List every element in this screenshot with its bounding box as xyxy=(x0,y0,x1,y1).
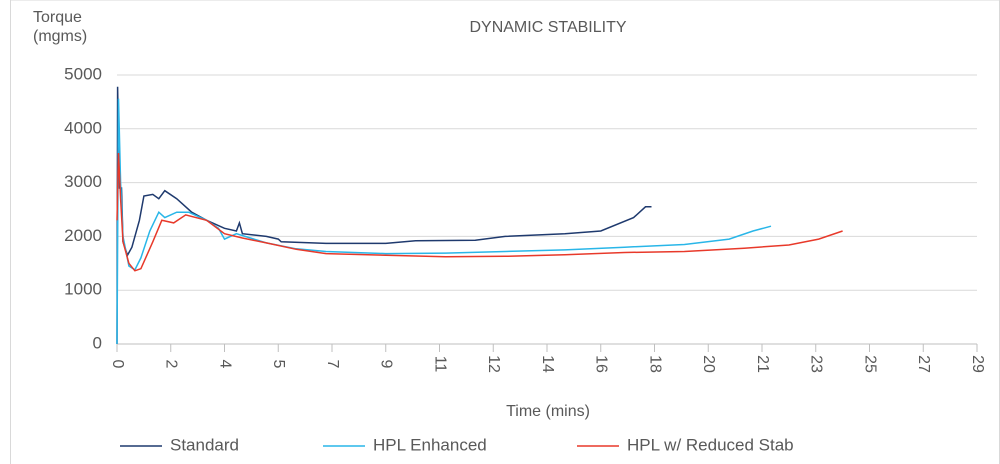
chart-title: DYNAMIC STABILITY xyxy=(469,19,626,36)
chart-frame xyxy=(10,0,1000,464)
x-axis-label: Time (mins) xyxy=(506,403,590,420)
x-tick-label: 21 xyxy=(754,355,771,373)
series-line xyxy=(116,86,652,345)
x-tick-label: 16 xyxy=(593,355,610,373)
x-tick-label: 25 xyxy=(861,355,878,373)
x-tick-label: 18 xyxy=(646,355,663,373)
x-tick-label: 4 xyxy=(216,360,233,369)
y-axis-label: Torque (mgms) xyxy=(33,9,88,45)
x-tick-label: 12 xyxy=(485,355,502,373)
series-line xyxy=(116,98,772,345)
x-tick-label: 14 xyxy=(539,355,556,373)
y-tick-label: 4000 xyxy=(64,118,102,137)
y-tick-label: 1000 xyxy=(64,280,102,299)
legend-label: HPL w/ Reduced Stab xyxy=(627,435,794,454)
y-tick-label: 0 xyxy=(93,333,102,352)
x-tick-label: 5 xyxy=(270,360,287,369)
x-tick-label: 27 xyxy=(915,355,932,373)
x-tick-label: 11 xyxy=(431,356,448,373)
x-tick-label: 9 xyxy=(378,360,395,369)
legend-label: Standard xyxy=(170,435,239,454)
series-line xyxy=(116,152,843,272)
x-tick-label: 2 xyxy=(163,360,180,369)
x-tick-label: 7 xyxy=(324,360,341,369)
x-tick-label: 20 xyxy=(700,355,717,373)
x-tick-label: 29 xyxy=(969,355,986,373)
legend-label: HPL Enhanced xyxy=(373,435,487,454)
x-tick-label: 23 xyxy=(808,355,825,373)
y-tick-label: 3000 xyxy=(64,172,102,191)
y-tick-label: 2000 xyxy=(64,226,102,245)
y-tick-label: 5000 xyxy=(64,64,102,83)
x-tick-label: 0 xyxy=(109,360,126,369)
